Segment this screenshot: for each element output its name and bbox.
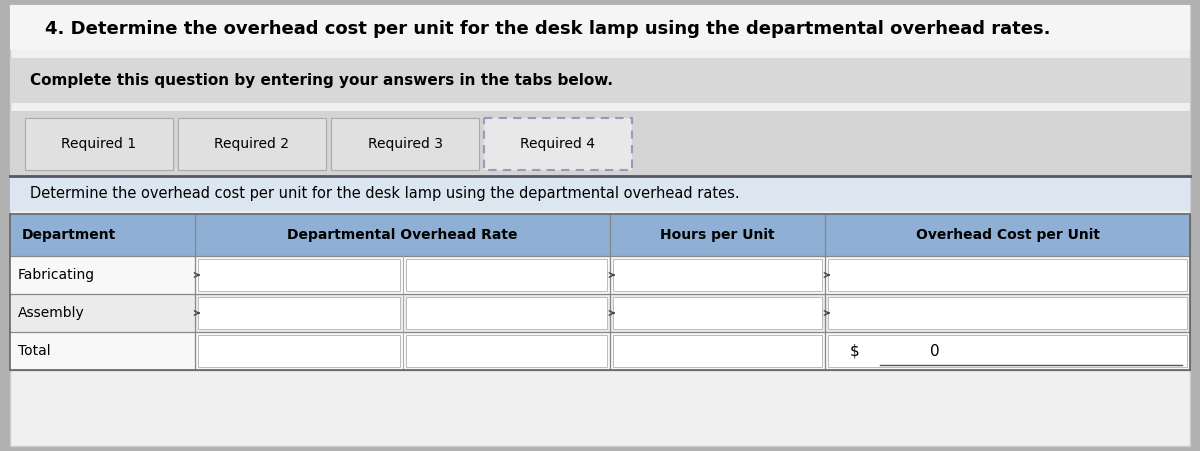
Bar	[10, 256, 1190, 294]
Bar	[25, 118, 173, 170]
Bar	[10, 214, 1190, 370]
Bar	[828, 335, 1187, 367]
Text: 4. Determine the overhead cost per unit for the desk lamp using the departmental: 4. Determine the overhead cost per unit …	[46, 20, 1050, 38]
Bar	[613, 259, 822, 291]
Bar	[10, 214, 1190, 256]
Bar	[10, 58, 1190, 103]
Bar	[828, 297, 1187, 329]
Text: 0: 0	[930, 344, 940, 359]
Bar	[828, 259, 1187, 291]
Bar	[406, 297, 607, 329]
Bar	[613, 335, 822, 367]
Text: Assembly: Assembly	[18, 306, 85, 320]
Bar	[178, 118, 326, 170]
Text: Required 2: Required 2	[215, 137, 289, 151]
Text: Fabricating: Fabricating	[18, 268, 95, 282]
Text: Complete this question by entering your answers in the tabs below.: Complete this question by entering your …	[30, 73, 613, 88]
Bar	[198, 297, 400, 329]
Bar	[331, 118, 479, 170]
Bar	[613, 297, 822, 329]
Bar	[198, 259, 400, 291]
Bar	[484, 118, 632, 170]
Text: Hours per Unit: Hours per Unit	[660, 228, 775, 242]
Text: Required 4: Required 4	[521, 137, 595, 151]
Bar	[406, 259, 607, 291]
Text: $: $	[850, 344, 860, 359]
Bar	[10, 294, 1190, 332]
Bar	[10, 176, 1190, 211]
Text: Department: Department	[22, 228, 116, 242]
Bar	[198, 335, 400, 367]
Bar	[406, 335, 607, 367]
Text: Required 1: Required 1	[61, 137, 137, 151]
Bar	[10, 111, 1190, 176]
Text: Determine the overhead cost per unit for the desk lamp using the departmental ov: Determine the overhead cost per unit for…	[30, 186, 739, 201]
Text: Required 3: Required 3	[367, 137, 443, 151]
Text: Total: Total	[18, 344, 50, 358]
Text: Departmental Overhead Rate: Departmental Overhead Rate	[287, 228, 517, 242]
Text: Overhead Cost per Unit: Overhead Cost per Unit	[916, 228, 1099, 242]
Bar	[10, 332, 1190, 370]
Bar	[10, 5, 1190, 50]
